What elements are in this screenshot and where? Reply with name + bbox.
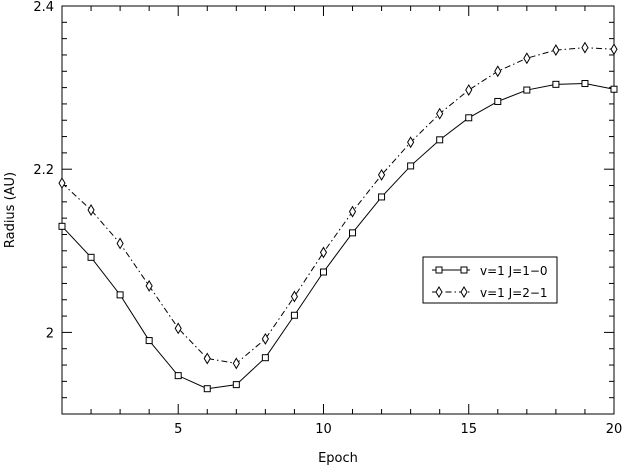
data-point-series-1 bbox=[610, 85, 618, 93]
plot-frame bbox=[61, 5, 615, 415]
y-tick-label: 2 bbox=[46, 326, 54, 341]
data-point-series-2 bbox=[407, 136, 415, 149]
data-point-series-2 bbox=[319, 246, 328, 259]
y-tick-label: 2.4 bbox=[33, 0, 54, 15]
data-point-series-1 bbox=[290, 311, 298, 319]
x-tick-label: 10 bbox=[315, 422, 332, 437]
data-point-series-2 bbox=[58, 177, 66, 190]
data-point-series-2 bbox=[290, 290, 299, 303]
data-point-series-2 bbox=[174, 322, 182, 335]
data-point-series-1 bbox=[58, 222, 66, 230]
legend-marker-2 bbox=[460, 286, 468, 298]
data-point-series-1 bbox=[349, 229, 357, 237]
legend-label-1: v=1 J=1−0 bbox=[480, 264, 548, 278]
legend-marker-2 bbox=[435, 286, 443, 298]
legend-marker-1 bbox=[460, 266, 468, 274]
data-point-series-2 bbox=[232, 357, 240, 370]
x-tick-label: 15 bbox=[460, 422, 477, 437]
data-point-series-1 bbox=[87, 253, 95, 261]
data-point-series-1 bbox=[436, 136, 444, 144]
data-point-series-2 bbox=[261, 332, 269, 345]
data-point-series-2 bbox=[87, 204, 95, 216]
data-point-series-1 bbox=[552, 80, 560, 88]
data-point-series-1 bbox=[319, 268, 327, 276]
data-point-series-2 bbox=[377, 168, 386, 181]
data-point-series-1 bbox=[232, 381, 240, 389]
data-point-series-2 bbox=[465, 84, 473, 97]
data-point-series-1 bbox=[378, 193, 386, 201]
legend-box bbox=[422, 256, 558, 304]
data-point-series-2 bbox=[552, 44, 560, 57]
data-point-series-2 bbox=[581, 41, 589, 54]
data-point-series-1 bbox=[116, 291, 124, 299]
data-point-series-1 bbox=[261, 354, 269, 362]
legend-label-2: v=1 J=2−1 bbox=[480, 286, 548, 300]
data-point-series-1 bbox=[145, 337, 153, 345]
legend-marker-1 bbox=[435, 266, 443, 274]
data-point-series-1 bbox=[494, 97, 502, 105]
legend: v=1 J=1−0 v=1 J=2−1 bbox=[422, 256, 558, 304]
data-point-series-2 bbox=[348, 205, 357, 218]
data-point-series-2 bbox=[436, 107, 444, 120]
data-point-series-2 bbox=[203, 352, 211, 365]
data-point-series-1 bbox=[407, 162, 415, 170]
x-tick-label: 20 bbox=[606, 422, 622, 437]
axis-ticks: 5 10 15 20 2 2.2 2.4 bbox=[33, 0, 622, 437]
x-tick-label: 5 bbox=[174, 422, 182, 437]
data-point-series-2 bbox=[494, 65, 502, 78]
data-point-series-1 bbox=[203, 385, 211, 393]
data-point-series-1 bbox=[523, 86, 531, 94]
data-point-series-1 bbox=[465, 114, 473, 122]
y-axis-title: Radius (AU) bbox=[3, 172, 18, 248]
series-group bbox=[58, 41, 618, 393]
data-point-series-2 bbox=[116, 237, 124, 250]
x-axis-title: Epoch bbox=[318, 451, 358, 466]
data-point-series-2 bbox=[610, 43, 618, 56]
series-line-1 bbox=[61, 83, 615, 390]
data-point-series-1 bbox=[174, 372, 182, 380]
data-point-series-1 bbox=[581, 80, 589, 88]
y-tick-label: 2.2 bbox=[33, 163, 54, 178]
data-point-series-2 bbox=[523, 52, 531, 65]
series-line-2 bbox=[61, 47, 615, 364]
data-point-series-2 bbox=[145, 279, 153, 292]
